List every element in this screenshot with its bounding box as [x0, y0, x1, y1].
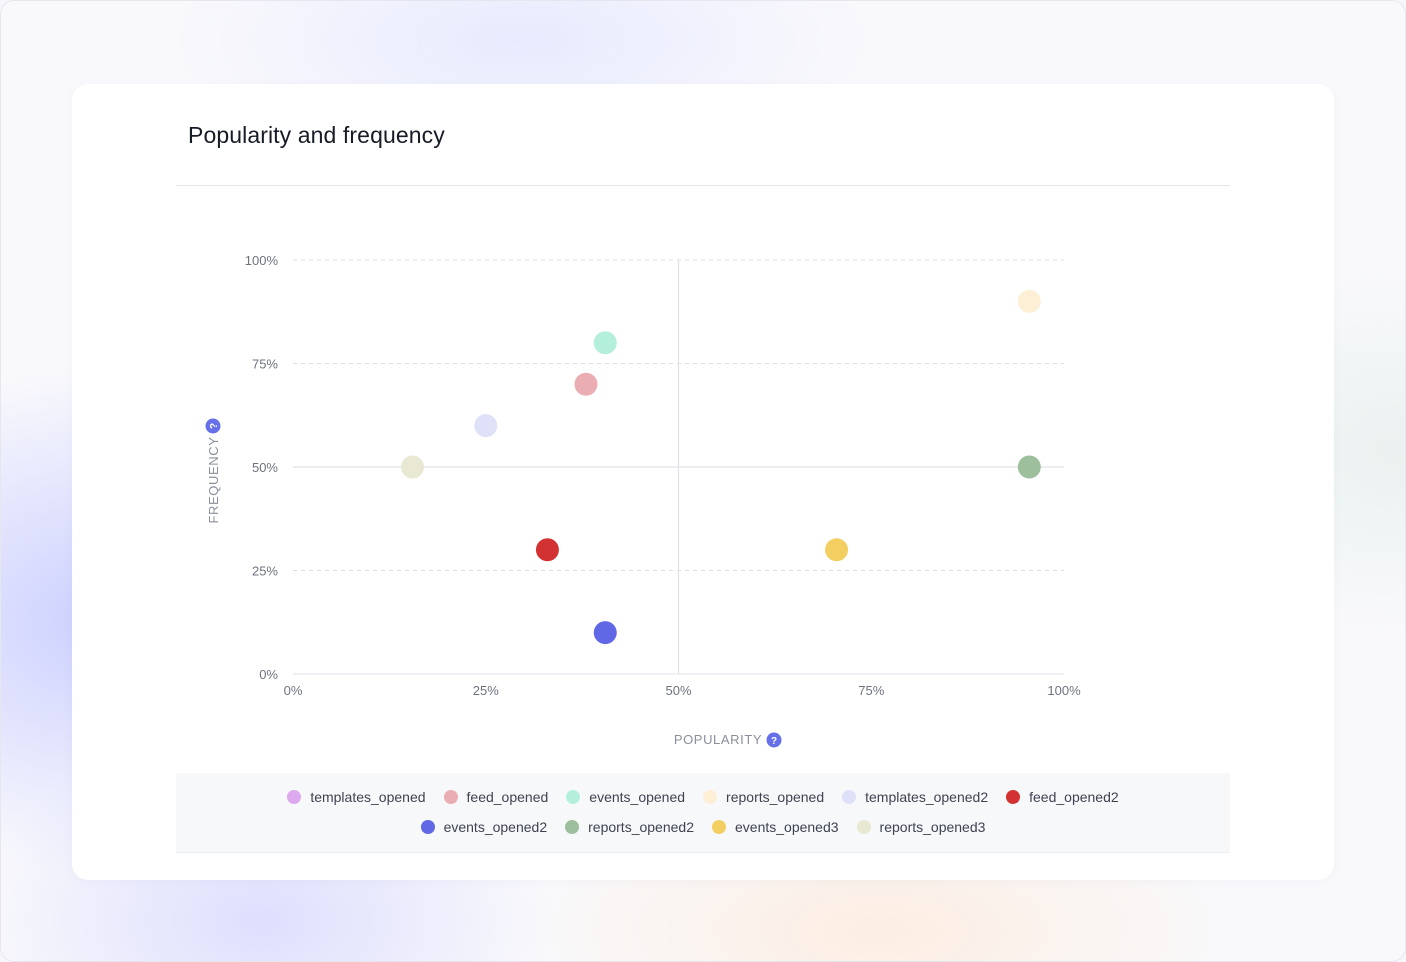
chart-legend: templates_opened feed_opened events_opened… — [176, 773, 1230, 853]
legend-swatch — [703, 790, 718, 804]
legend-swatch — [566, 790, 581, 804]
legend-label: templates_opened — [310, 789, 426, 805]
legend-item[interactable]: events_opened2 — [420, 817, 548, 837]
y-tick-label: 50% — [252, 460, 278, 475]
x-tick-label: 25% — [473, 683, 499, 698]
y-axis-help-icon[interactable]: ? — [205, 418, 221, 434]
legend-item[interactable]: templates_opened — [287, 787, 426, 807]
axis-titles: FREQUENCY ? POPULARITY ? — [205, 418, 782, 748]
legend-label: events_opened2 — [443, 819, 548, 835]
legend-item[interactable]: templates_opened2 — [842, 787, 988, 807]
legend-swatch — [420, 820, 435, 834]
legend-swatch — [443, 790, 458, 804]
legend-label: reports_opened3 — [879, 819, 986, 835]
legend-item[interactable]: events_opened3 — [712, 817, 839, 837]
data-point[interactable] — [401, 455, 425, 479]
data-point[interactable] — [535, 538, 559, 562]
data-point[interactable] — [593, 621, 617, 645]
svg-text:?: ? — [771, 736, 777, 747]
y-axis-title: FREQUENCY ? — [205, 418, 221, 524]
legend-item[interactable]: reports_opened2 — [565, 817, 694, 837]
x-tick-label: 75% — [858, 683, 884, 698]
x-tick-label: 100% — [1047, 683, 1081, 698]
svg-text:?: ? — [209, 423, 220, 429]
y-axis-label: FREQUENCY — [206, 436, 221, 523]
y-tick-label: 0% — [259, 667, 278, 682]
legend-swatch — [712, 820, 726, 834]
legend-label: feed_opened2 — [1029, 789, 1119, 805]
data-point[interactable] — [825, 538, 849, 562]
legend-label: events_opened — [589, 789, 686, 805]
chart-title: Popularity and frequency — [188, 122, 445, 148]
legend-label: events_opened3 — [735, 819, 839, 835]
legend-swatch — [565, 820, 580, 834]
x-tick-label: 50% — [665, 683, 691, 698]
legend-label: templates_opened2 — [865, 789, 989, 805]
legend-swatch — [842, 790, 857, 804]
legend-item[interactable]: feed_opened2 — [1006, 787, 1119, 807]
y-tick-label: 25% — [252, 564, 278, 579]
data-points — [401, 289, 1041, 645]
legend-swatch — [856, 820, 871, 834]
y-tick-label: 100% — [245, 253, 279, 268]
chart-card: Popularity and frequency 0% 25% 50% 75% 100%… — [72, 84, 1334, 880]
tick-labels: 0% 25% 50% 75% 100% 0% 25% 50% 75% 100% — [245, 253, 1081, 698]
scatter-plot: 0% 25% 50% 75% 100% 0% 25% 50% 75% 100% FREQUENCY… — [205, 253, 1081, 748]
legend-swatch — [1006, 790, 1021, 804]
legend-row: events_opened2 reports_opened2 events_open… — [176, 817, 1230, 837]
x-tick-label: 0% — [284, 683, 303, 698]
legend-swatch — [287, 790, 302, 804]
legend-item[interactable]: reports_opened3 — [856, 817, 986, 837]
data-point[interactable] — [474, 414, 498, 438]
data-point[interactable] — [593, 331, 617, 355]
legend-item[interactable]: events_opened — [566, 787, 685, 807]
data-point[interactable] — [574, 372, 598, 396]
data-point[interactable] — [1017, 455, 1041, 479]
x-axis-help-icon[interactable]: ? — [766, 732, 782, 748]
legend-item[interactable]: feed_opened — [443, 787, 549, 807]
legend-label: feed_opened — [466, 789, 549, 805]
x-axis-label: POPULARITY — [674, 732, 762, 747]
data-point[interactable] — [1017, 289, 1041, 313]
legend-label: reports_opened — [726, 789, 825, 805]
legend-row: templates_opened feed_opened events_opened… — [176, 787, 1230, 807]
title-divider — [176, 185, 1230, 186]
legend-label: reports_opened2 — [588, 819, 694, 835]
legend-item[interactable]: reports_opened — [703, 787, 824, 807]
y-tick-label: 75% — [252, 357, 278, 372]
